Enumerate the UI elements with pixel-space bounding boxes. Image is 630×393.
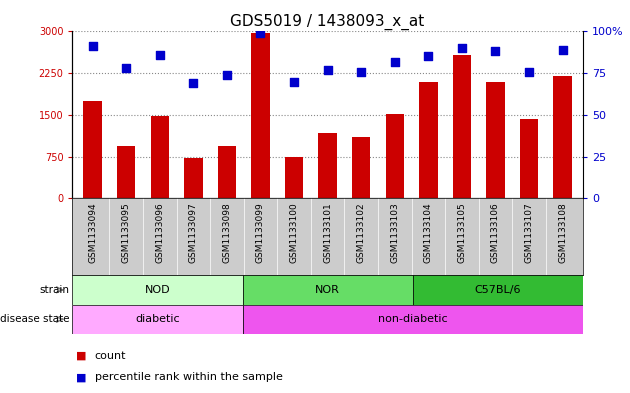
Point — [524, 68, 534, 75]
Text: NOD: NOD — [145, 285, 170, 295]
Point — [423, 53, 433, 60]
Text: percentile rank within the sample: percentile rank within the sample — [94, 372, 282, 382]
Text: GSM1133103: GSM1133103 — [390, 202, 399, 263]
Text: count: count — [94, 351, 126, 361]
Point — [88, 43, 98, 50]
Text: ■: ■ — [76, 372, 86, 382]
Text: GSM1133099: GSM1133099 — [256, 202, 265, 263]
Text: C57BL/6: C57BL/6 — [474, 285, 521, 295]
Text: GSM1133097: GSM1133097 — [189, 202, 198, 263]
Text: GSM1133094: GSM1133094 — [88, 202, 97, 263]
Bar — [251, 33, 270, 198]
Text: GSM1133107: GSM1133107 — [525, 202, 534, 263]
Point — [121, 65, 131, 71]
Point — [222, 72, 232, 78]
Text: diabetic: diabetic — [135, 314, 180, 324]
Bar — [83, 101, 102, 198]
Text: GSM1133096: GSM1133096 — [155, 202, 164, 263]
Text: GSM1133100: GSM1133100 — [290, 202, 299, 263]
Point — [323, 67, 333, 73]
Bar — [117, 145, 135, 198]
Text: ■: ■ — [76, 351, 86, 361]
Bar — [453, 55, 471, 198]
Point — [490, 48, 500, 55]
Text: GSM1133102: GSM1133102 — [357, 202, 365, 263]
Point — [155, 51, 165, 58]
Point — [558, 47, 568, 53]
Point — [255, 30, 265, 36]
Text: GSM1133098: GSM1133098 — [222, 202, 231, 263]
Bar — [413, 275, 583, 305]
Bar — [243, 275, 413, 305]
Bar — [520, 119, 538, 198]
Bar — [184, 158, 202, 198]
Text: strain: strain — [39, 285, 69, 295]
Point — [188, 80, 198, 86]
Text: non-diabetic: non-diabetic — [378, 314, 447, 324]
Bar — [217, 145, 236, 198]
Point — [289, 78, 299, 84]
Bar — [386, 114, 404, 198]
Bar — [419, 81, 438, 198]
Text: GSM1133108: GSM1133108 — [558, 202, 567, 263]
Bar — [285, 157, 303, 198]
Text: disease state: disease state — [0, 314, 69, 324]
Text: GSM1133104: GSM1133104 — [424, 202, 433, 263]
Bar — [243, 305, 583, 334]
Bar — [72, 305, 243, 334]
Text: GSM1133106: GSM1133106 — [491, 202, 500, 263]
Title: GDS5019 / 1438093_x_at: GDS5019 / 1438093_x_at — [231, 14, 425, 30]
Text: GSM1133105: GSM1133105 — [457, 202, 466, 263]
Bar — [352, 137, 370, 198]
Bar — [318, 133, 337, 198]
Text: GSM1133101: GSM1133101 — [323, 202, 332, 263]
Bar — [151, 116, 169, 198]
Point — [390, 58, 400, 64]
Point — [356, 68, 366, 75]
Bar — [553, 76, 572, 198]
Text: GSM1133095: GSM1133095 — [122, 202, 130, 263]
Bar — [72, 275, 243, 305]
Bar — [486, 81, 505, 198]
Text: NOR: NOR — [315, 285, 340, 295]
Point — [457, 45, 467, 51]
